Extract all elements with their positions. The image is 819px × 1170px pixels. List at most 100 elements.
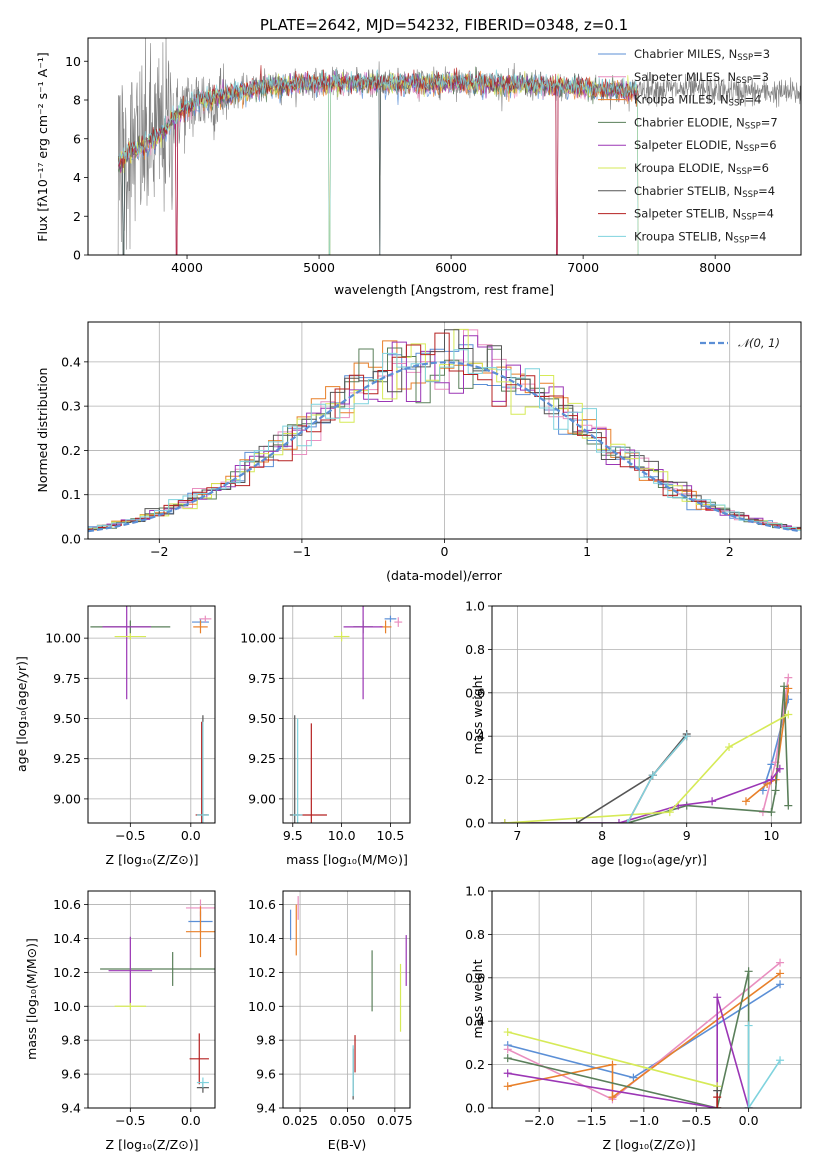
massebv-ytick-label-6: 10.6 bbox=[248, 897, 276, 912]
mwage-xtick-label-0: 7 bbox=[513, 828, 521, 843]
mwz-ytick-label-0: 0.0 bbox=[465, 1101, 485, 1116]
mwz-marker-chabrier_miles-2 bbox=[776, 980, 785, 989]
mwage-series-kroupa_elodie bbox=[500, 710, 793, 823]
massweight-vs-z-panel: −2.0 −1.5 −1.0 −0.5 0.0 0.0 0.2 0.4 0.6 0.8 1.0 Z … bbox=[465, 884, 802, 1152]
legend-label-salpeter_elodie: Salpeter ELODIE, NSSP=6 bbox=[634, 138, 777, 154]
legend-label-chabrier_miles: Chabrier MILES, NSSP=3 bbox=[634, 47, 770, 63]
spectrum-panel: PLATE=2642, MJD=54232, FIBERID=0348, z=0… bbox=[35, 16, 802, 297]
mass-vs-z-panel: −0.5 0.0 9.4 9.6 9.8 10.0 10.2 10.4 10.6 Z [log₁… bbox=[24, 890, 216, 1152]
histogram-kroupa_elodie bbox=[88, 328, 801, 530]
mwz-series-kroupa_stelib bbox=[744, 1021, 785, 1108]
massebv-ytick-label-1: 9.6 bbox=[256, 1067, 276, 1082]
mwz-frame bbox=[491, 890, 802, 1109]
mwage-xtick-label-1: 8 bbox=[598, 828, 606, 843]
mwage-ytick-label-2: 0.4 bbox=[465, 729, 485, 744]
mwz-marker-salpeter_elodie-2 bbox=[713, 993, 722, 1002]
mwage-ytick-label-3: 0.6 bbox=[465, 685, 485, 700]
massebv-xtick-label-2: 0.075 bbox=[377, 1113, 413, 1128]
mwz-line-kroupa_stelib bbox=[747, 1025, 781, 1108]
residuals-ytick-label-0: 0.0 bbox=[61, 532, 81, 547]
mwage-marker-kroupa_miles-3 bbox=[784, 684, 793, 693]
agem-point-kroupa_stelib bbox=[292, 718, 303, 823]
agem-ytick-label-2: 9.50 bbox=[248, 711, 276, 726]
massebv-xtick-label-1: 0.050 bbox=[330, 1113, 366, 1128]
mwz-series bbox=[503, 958, 785, 1108]
mwage-xtick-label-3: 10 bbox=[763, 828, 779, 843]
age-vs-mass-panel: 9.5 10.0 10.5 9.00 9.25 9.50 9.75 10.00 mass [l… bbox=[240, 605, 411, 867]
agez-ytick-label-0: 9.00 bbox=[53, 791, 81, 806]
agez-frame bbox=[87, 605, 216, 824]
agez-point-salpeter_miles bbox=[199, 615, 212, 623]
legend-label-kroupa_elodie: Kroupa ELODIE, NSSP=6 bbox=[634, 161, 769, 177]
legend-label-chabrier_elodie: Chabrier ELODIE, NSSP=7 bbox=[634, 115, 778, 131]
mwage-marker-chabrier_elodie-3 bbox=[767, 808, 776, 817]
mwz-marker-kroupa_stelib-2 bbox=[776, 1056, 785, 1065]
spectrum-title: PLATE=2642, MJD=54232, FIBERID=0348, z=0… bbox=[260, 16, 628, 34]
mwz-series-kroupa_miles bbox=[503, 969, 785, 1102]
residuals-ytick-label-1: 0.1 bbox=[61, 487, 81, 502]
spectrum-x-label: wavelength [Angstrom, rest frame] bbox=[334, 282, 554, 297]
agez-ytick-label-2: 9.50 bbox=[53, 711, 81, 726]
mwz-xtick-label-4: 0.0 bbox=[739, 1113, 759, 1128]
mwage-marker-chabrier_stelib-0 bbox=[572, 819, 581, 823]
agem-ytick-label-4: 10.00 bbox=[240, 631, 276, 646]
agez-point-kroupa_stelib bbox=[196, 721, 209, 823]
mwz-xtick-label-2: −1.0 bbox=[629, 1113, 659, 1128]
massz-ytick-label-5: 10.4 bbox=[53, 931, 81, 946]
residuals-x-label: (data-model)/error bbox=[386, 568, 503, 583]
agez-grid bbox=[88, 606, 215, 823]
mwz-marker-kroupa_elodie-0 bbox=[503, 1028, 512, 1037]
massz-point-kroupa_stelib bbox=[196, 1077, 209, 1088]
legend-label-kroupa_stelib: Kroupa STELIB, NSSP=4 bbox=[634, 229, 766, 245]
mwage-marker-salpeter_elodie-1 bbox=[614, 819, 623, 823]
massz-ytick-label-4: 10.2 bbox=[53, 965, 81, 980]
mwz-ytick-label-5: 1.0 bbox=[465, 884, 485, 899]
massebv-ytick-label-5: 10.4 bbox=[248, 931, 276, 946]
agez-points bbox=[90, 606, 212, 823]
agem-xtick-label-2: 10.5 bbox=[377, 828, 405, 843]
mwage-ytick-label-5: 1.0 bbox=[465, 599, 485, 614]
mwage-ytick-label-1: 0.2 bbox=[465, 772, 485, 787]
mwage-series-kroupa_stelib bbox=[623, 732, 691, 823]
mwage-marker-kroupa_stelib-1 bbox=[648, 771, 657, 780]
massz-ytick-label-1: 9.6 bbox=[61, 1067, 81, 1082]
massebv-xtick-label-0: 0.025 bbox=[282, 1113, 318, 1128]
mass-vs-ebv-x-label: E(B-V) bbox=[328, 1137, 367, 1152]
mwage-ytick-label-0: 0.0 bbox=[465, 816, 485, 831]
agem-ytick-label-1: 9.25 bbox=[248, 751, 276, 766]
mwage-marker-chabrier_elodie-5 bbox=[780, 682, 789, 691]
agem-grid bbox=[283, 606, 410, 823]
agez-xtick-label-1: 0.0 bbox=[181, 828, 201, 843]
age-vs-z-panel: −0.5 0.0 9.00 9.25 9.50 9.75 10.00 Z [log₁₀(Z/… bbox=[14, 605, 216, 867]
massz-point-kroupa_miles bbox=[185, 906, 215, 958]
agez-point-kroupa_elodie bbox=[114, 633, 147, 640]
massz-frame bbox=[87, 890, 216, 1109]
agez-ytick-label-1: 9.25 bbox=[53, 751, 81, 766]
mwage-frame bbox=[491, 605, 802, 824]
mwz-marker-kroupa_miles-1 bbox=[608, 1060, 617, 1069]
residuals-panel: −2 −1 0 1 2 0.0 0.1 0.2 0.3 0.4 (data-model)/erro… bbox=[35, 321, 802, 583]
age-vs-mass-plot-area: 9.5 10.0 10.5 9.00 9.25 9.50 9.75 10.00 bbox=[240, 605, 411, 843]
massebv-frame bbox=[282, 890, 411, 1109]
residuals-ytick-label-2: 0.2 bbox=[61, 443, 81, 458]
legend-label-kroupa_miles: Kroupa MILES, NSSP=4 bbox=[634, 93, 761, 109]
mwz-series-salpeter_stelib bbox=[713, 1093, 722, 1108]
legend-label-salpeter_miles: Salpeter MILES, NSSP=3 bbox=[634, 70, 769, 86]
residuals-xtick-label-1: −1 bbox=[293, 544, 311, 559]
mass-vs-z-x-label: Z [log₁₀(Z/Z⊙)] bbox=[106, 1137, 199, 1152]
mwz-marker-salpeter_stelib-0 bbox=[713, 1093, 722, 1102]
mwage-series bbox=[500, 673, 793, 823]
mwage-line-salpeter_elodie bbox=[504, 768, 781, 823]
gauss-curve bbox=[88, 361, 801, 533]
spectrum-legend: Chabrier MILES, NSSP=3 Salpeter MILES, NS… bbox=[598, 47, 778, 245]
spectrum-xtick-label-4: 8000 bbox=[699, 260, 731, 275]
mass-vs-ebv-plot-area: 0.025 0.050 0.075 9.4 9.6 9.8 10.0 10.2 10.4 10.6 bbox=[248, 890, 413, 1128]
massweight-vs-z-x-label: Z [log₁₀(Z/Z⊙)] bbox=[603, 1137, 696, 1152]
spectrum-xtick-label-3: 7000 bbox=[567, 260, 599, 275]
age-vs-z-y-label: age [log₁₀(age/yr)] bbox=[14, 656, 29, 772]
agem-ytick-label-3: 9.75 bbox=[248, 671, 276, 686]
mass-vs-z-y-label: mass [log₁₀(M/M⊙)] bbox=[24, 938, 39, 1060]
massweight-vs-age-x-label: age [log₁₀(age/yr)] bbox=[591, 852, 707, 867]
mwage-marker-kroupa_elodie-0 bbox=[500, 819, 509, 823]
